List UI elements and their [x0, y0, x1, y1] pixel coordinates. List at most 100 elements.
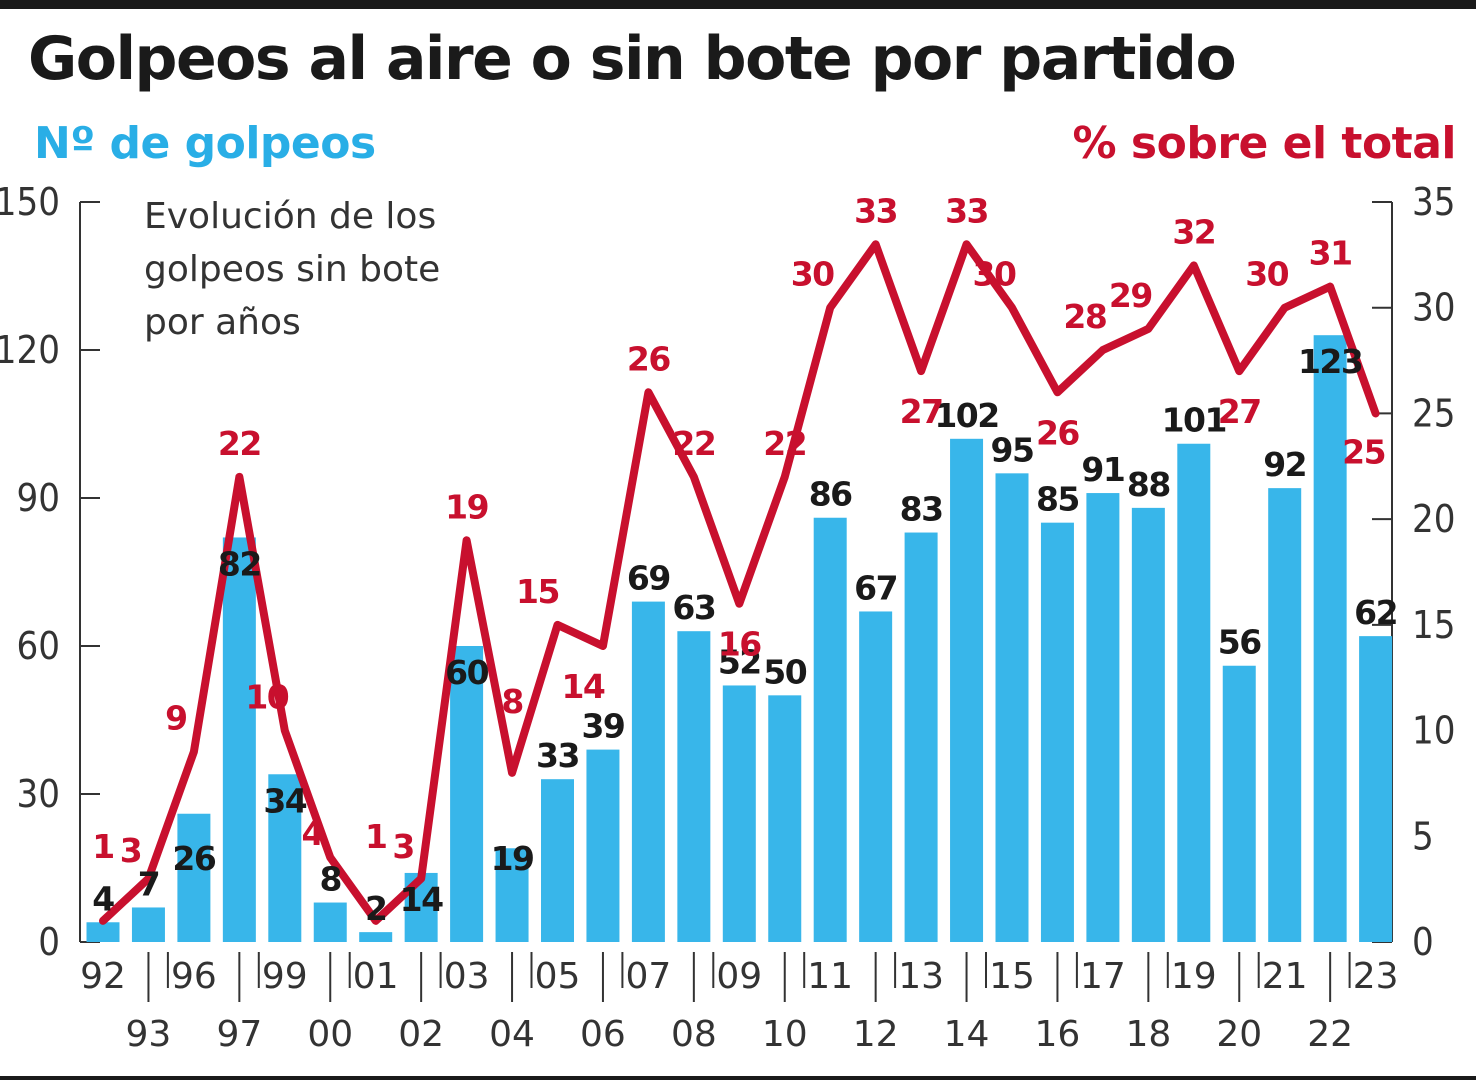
bar-12 [859, 611, 893, 942]
pct-value-label-23: 25 [1342, 432, 1385, 471]
x-tick-label-93: 93 [126, 1014, 172, 1055]
bar-value-label-13: 83 [900, 490, 943, 529]
right-tick-label: 35 [1412, 180, 1456, 224]
bar-value-label-00: 8 [320, 860, 341, 899]
chart-annotation: Evolución de los golpeos sin bote por añ… [144, 196, 441, 343]
bar-value-label-92: 4 [92, 879, 114, 918]
bar-00 [313, 902, 347, 942]
x-tick-label-20: 20 [1216, 1014, 1262, 1055]
left-tick-label: 120 [0, 328, 60, 372]
pct-value-label-01: 1 [365, 817, 386, 856]
bar-value-label-96: 26 [172, 839, 215, 878]
x-tick-label-97: 97 [216, 1014, 262, 1055]
x-tick-label-09: 09 [716, 956, 762, 997]
x-tick-label-05: 05 [535, 956, 581, 997]
pct-value-label-96: 9 [165, 699, 186, 738]
bar-value-label-14: 102 [934, 396, 998, 435]
bar-value-label-07: 69 [627, 559, 670, 598]
x-tick-label-99: 99 [262, 956, 308, 997]
bar-93 [131, 907, 165, 942]
right-tick-label: 15 [1412, 603, 1456, 647]
x-tick-label-18: 18 [1125, 1014, 1171, 1055]
bar-value-label-03: 60 [445, 653, 488, 692]
pct-value-label-11: 30 [791, 255, 834, 294]
pct-value-label-97: 22 [218, 424, 261, 463]
x-tick-label-23: 23 [1353, 956, 1399, 997]
bar-01 [359, 932, 393, 942]
bar-value-label-21: 92 [1263, 445, 1306, 484]
bar-04 [495, 848, 529, 942]
left-tick-label: 150 [0, 180, 60, 224]
pct-value-label-22: 31 [1309, 234, 1352, 273]
bar-value-label-09: 52 [718, 642, 761, 681]
bar-value-label-23: 62 [1354, 593, 1397, 632]
right-tick-label: 30 [1412, 286, 1456, 330]
bar-18 [1131, 507, 1165, 942]
bar-value-label-18: 88 [1127, 465, 1170, 504]
bar-92 [86, 922, 120, 942]
pct-value-label-19: 32 [1172, 212, 1215, 251]
pct-value-label-00: 4 [302, 814, 324, 853]
pct-value-label-20: 27 [1218, 392, 1261, 431]
x-tick-label-03: 03 [444, 956, 490, 997]
bar-value-label-04: 19 [491, 839, 534, 878]
bar-value-label-10: 50 [763, 652, 806, 691]
x-tick-label-10: 10 [762, 1014, 808, 1055]
right-tick-label: 10 [1412, 709, 1456, 753]
left-axis-title: Nº de golpeos [34, 118, 376, 169]
right-tick-label: 20 [1412, 497, 1456, 541]
bar-11 [813, 517, 847, 942]
bar-09 [722, 685, 756, 942]
pct-value-label-09: 16 [718, 625, 761, 664]
bar-value-label-19: 101 [1162, 401, 1226, 440]
pct-value-label-21: 30 [1245, 255, 1288, 294]
bar-value-label-01: 2 [365, 889, 386, 928]
bar-14 [950, 438, 984, 942]
x-tick-label-00: 00 [307, 1014, 353, 1055]
bar-21 [1268, 488, 1302, 942]
bar-16 [1040, 522, 1074, 942]
bar-22 [1313, 335, 1347, 942]
left-tick-label: 60 [17, 624, 61, 668]
bar-value-label-16: 85 [1036, 480, 1079, 519]
pct-value-label-10: 22 [763, 424, 806, 463]
bar-value-label-93: 7 [138, 864, 159, 903]
pct-value-label-04: 8 [501, 682, 522, 721]
pct-line [99, 240, 1380, 925]
bar-17 [1086, 493, 1120, 942]
bar-20 [1222, 665, 1256, 942]
x-tick-label-13: 13 [898, 956, 944, 997]
bar-value-label-08: 63 [672, 588, 715, 627]
bar-value-label-06: 39 [581, 707, 624, 746]
pct-value-label-03: 19 [445, 487, 488, 526]
right-axis-title: % sobre el total [1072, 118, 1457, 169]
pct-value-label-93: 3 [120, 831, 141, 870]
pct-value-label-99: 10 [245, 678, 288, 717]
x-tick-label-06: 06 [580, 1014, 626, 1055]
bar-05 [541, 779, 574, 942]
bar-03 [450, 646, 484, 942]
bar-value-label-11: 86 [809, 475, 852, 514]
pct-value-label-15: 30 [973, 255, 1016, 294]
x-tick-label-96: 96 [171, 956, 217, 997]
axes: 0306090120150051015202530359293969799000… [0, 180, 1456, 1055]
x-tick-label-14: 14 [944, 1014, 990, 1055]
bar-19 [1177, 443, 1211, 942]
pct-value-label-12: 33 [854, 191, 897, 230]
left-tick-label: 90 [17, 476, 61, 520]
bottom-rule [0, 1076, 1476, 1080]
x-tick-label-07: 07 [625, 956, 671, 997]
bar-value-label-15: 95 [991, 430, 1034, 469]
bar-value-label-05: 33 [536, 736, 579, 775]
x-tick-label-02: 02 [398, 1014, 444, 1055]
bar-08 [677, 631, 711, 942]
right-tick-label: 5 [1412, 814, 1434, 858]
bar-value-label-20: 56 [1218, 623, 1261, 662]
pct-value-label-18: 29 [1109, 276, 1152, 315]
x-tick-label-01: 01 [353, 956, 399, 997]
pct-value-label-06: 14 [561, 667, 604, 706]
pct-value-label-02: 3 [392, 827, 413, 866]
bar-value-label-02: 14 [400, 880, 443, 919]
